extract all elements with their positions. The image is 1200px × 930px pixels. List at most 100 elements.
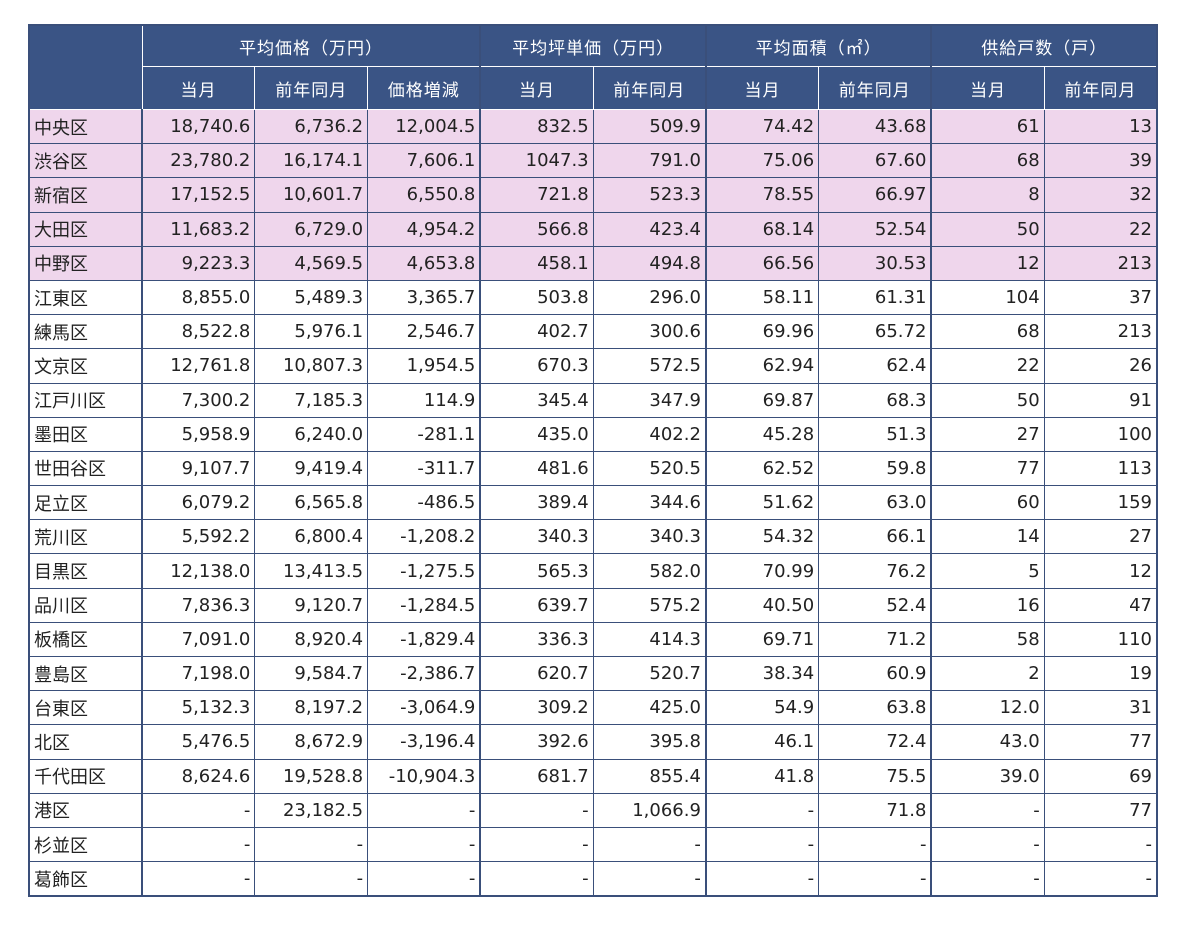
cell-supply-current: - (930, 792, 1045, 828)
cell-area-prev-year: 62.4 (818, 348, 933, 384)
table-row: 足立区 6,079.2 6,565.8 -486.5 389.4 344.6 51.62 63… (28, 485, 1158, 521)
ward-name-cell: 杉並区 (28, 826, 144, 863)
subheader-tsubo-current: 当月 (479, 66, 594, 110)
cell-supply-current: 43.0 (930, 724, 1045, 760)
table-row: 文京区 12,761.8 10,807.3 1,954.5 670.3 572.5 62.9… (28, 348, 1158, 384)
cell-price-change: - (367, 792, 482, 828)
cell-price-change: -486.5 (367, 485, 482, 521)
cell-price-prev-year: - (254, 826, 369, 863)
ward-name-cell: 墨田区 (28, 416, 144, 452)
cell-price-change: -1,208.2 (367, 519, 482, 555)
cell-tsubo-current: 566.8 (479, 211, 594, 247)
cell-tsubo-prev-year: 423.4 (592, 211, 707, 247)
cell-tsubo-prev-year: 414.3 (592, 621, 707, 658)
ward-name-cell: 台東区 (28, 690, 144, 726)
cell-area-current: 68.14 (705, 211, 820, 247)
cell-price-current: 12,138.0 (141, 553, 256, 589)
group-header-area: 平均面積（㎡） (705, 24, 933, 67)
cell-supply-current: 58 (930, 621, 1045, 658)
ward-name-cell: 千代田区 (28, 758, 144, 794)
cell-supply-prev-year: 213 (1043, 314, 1158, 350)
cell-price-current: 8,855.0 (141, 279, 256, 316)
cell-price-current: 9,107.7 (141, 450, 256, 487)
ward-name-cell: 板橋区 (28, 621, 144, 658)
cell-area-current: 62.52 (705, 450, 820, 487)
ward-name-cell: 大田区 (28, 211, 144, 247)
cell-price-prev-year: 16,174.1 (254, 143, 369, 179)
cell-supply-prev-year: 31 (1043, 690, 1158, 726)
data-table-container: 平均価格（万円） 平均坪単価（万円） 平均面積（㎡） 供給戸数（戸） 当月 前年… (28, 24, 1158, 898)
cell-price-prev-year: - (254, 861, 369, 897)
cell-area-current: 70.99 (705, 553, 820, 589)
cell-price-prev-year: 5,976.1 (254, 314, 369, 350)
cell-price-prev-year: 8,672.9 (254, 724, 369, 760)
cell-area-prev-year: 59.8 (818, 450, 933, 487)
cell-price-current: 7,198.0 (141, 655, 256, 692)
cell-price-current: 11,683.2 (141, 211, 256, 247)
cell-supply-current: 14 (930, 519, 1045, 555)
cell-supply-prev-year: - (1043, 861, 1158, 897)
cell-price-current: 7,836.3 (141, 587, 256, 623)
header-sub-row: 当月 前年同月 価格増減 当月 前年同月 当月 前年同月 当月 前年同月 (29, 66, 1158, 110)
cell-supply-current: 68 (930, 143, 1045, 179)
cell-area-prev-year: 68.3 (818, 382, 933, 418)
cell-supply-current: - (930, 861, 1045, 897)
cell-tsubo-prev-year: 582.0 (592, 553, 707, 589)
ward-name-cell: 北区 (28, 724, 144, 760)
cell-supply-current: 60 (930, 485, 1045, 521)
cell-price-prev-year: 13,413.5 (254, 553, 369, 589)
table-row: 新宿区 17,152.5 10,601.7 6,550.8 721.8 523.3 78.5… (28, 177, 1158, 213)
cell-area-prev-year: 75.5 (818, 758, 933, 794)
subheader-price-prev-year: 前年同月 (254, 66, 369, 110)
cell-tsubo-prev-year: 575.2 (592, 587, 707, 623)
cell-supply-prev-year: 22 (1043, 211, 1158, 247)
cell-tsubo-current: 639.7 (479, 587, 594, 623)
cell-tsubo-prev-year: 509.9 (592, 108, 707, 145)
cell-tsubo-current: - (479, 826, 594, 863)
table-row: 目黒区 12,138.0 13,413.5 -1,275.5 565.3 582.0 70.… (28, 553, 1158, 589)
cell-price-prev-year: 19,528.8 (254, 758, 369, 794)
cell-price-change: 7,606.1 (367, 143, 482, 179)
table-row: 品川区 7,836.3 9,120.7 -1,284.5 639.7 575.2 40.50… (28, 587, 1158, 623)
cell-price-current: - (141, 792, 256, 828)
cell-area-current: 46.1 (705, 724, 820, 760)
cell-price-prev-year: 5,489.3 (254, 279, 369, 316)
cell-price-prev-year: 9,419.4 (254, 450, 369, 487)
cell-area-current: 78.55 (705, 177, 820, 213)
cell-price-change: -1,275.5 (367, 553, 482, 589)
cell-supply-prev-year: 13 (1043, 108, 1158, 145)
subheader-area-prev-year: 前年同月 (818, 66, 933, 110)
cell-price-current: 9,223.3 (141, 245, 256, 281)
cell-tsubo-prev-year: 296.0 (592, 279, 707, 316)
cell-tsubo-current: 565.3 (479, 553, 594, 589)
cell-area-prev-year: 61.31 (818, 279, 933, 316)
ward-name-cell: 新宿区 (28, 177, 144, 213)
cell-area-current: 54.32 (705, 519, 820, 555)
cell-area-current: 74.42 (705, 108, 820, 145)
cell-tsubo-current: 670.3 (479, 348, 594, 384)
cell-price-current: 8,624.6 (141, 758, 256, 794)
cell-price-current: 23,780.2 (141, 143, 256, 179)
table-row: 中央区 18,740.6 6,736.2 12,004.5 832.5 509.9 74.4… (28, 108, 1158, 145)
cell-supply-prev-year: 19 (1043, 655, 1158, 692)
cell-price-current: - (141, 861, 256, 897)
cell-area-prev-year: 72.4 (818, 724, 933, 760)
cell-supply-current: 12 (930, 245, 1045, 281)
ward-name-cell: 世田谷区 (28, 450, 144, 487)
cell-tsubo-prev-year: 1,066.9 (592, 792, 707, 828)
cell-supply-prev-year: 110 (1043, 621, 1158, 658)
cell-area-current: - (705, 861, 820, 897)
cell-price-change: 114.9 (367, 382, 482, 418)
cell-tsubo-prev-year: 344.6 (592, 485, 707, 521)
cell-supply-prev-year: 113 (1043, 450, 1158, 487)
cell-supply-prev-year: 39 (1043, 143, 1158, 179)
cell-price-prev-year: 6,565.8 (254, 485, 369, 521)
cell-price-current: 5,476.5 (141, 724, 256, 760)
cell-price-prev-year: 6,736.2 (254, 108, 369, 145)
cell-price-prev-year: 4,569.5 (254, 245, 369, 281)
cell-price-prev-year: 9,120.7 (254, 587, 369, 623)
cell-price-change: 1,954.5 (367, 348, 482, 384)
cell-area-current: 69.96 (705, 314, 820, 350)
cell-price-change: -1,829.4 (367, 621, 482, 658)
table-row: 練馬区 8,522.8 5,976.1 2,546.7 402.7 300.6 69.96 6… (28, 314, 1158, 350)
